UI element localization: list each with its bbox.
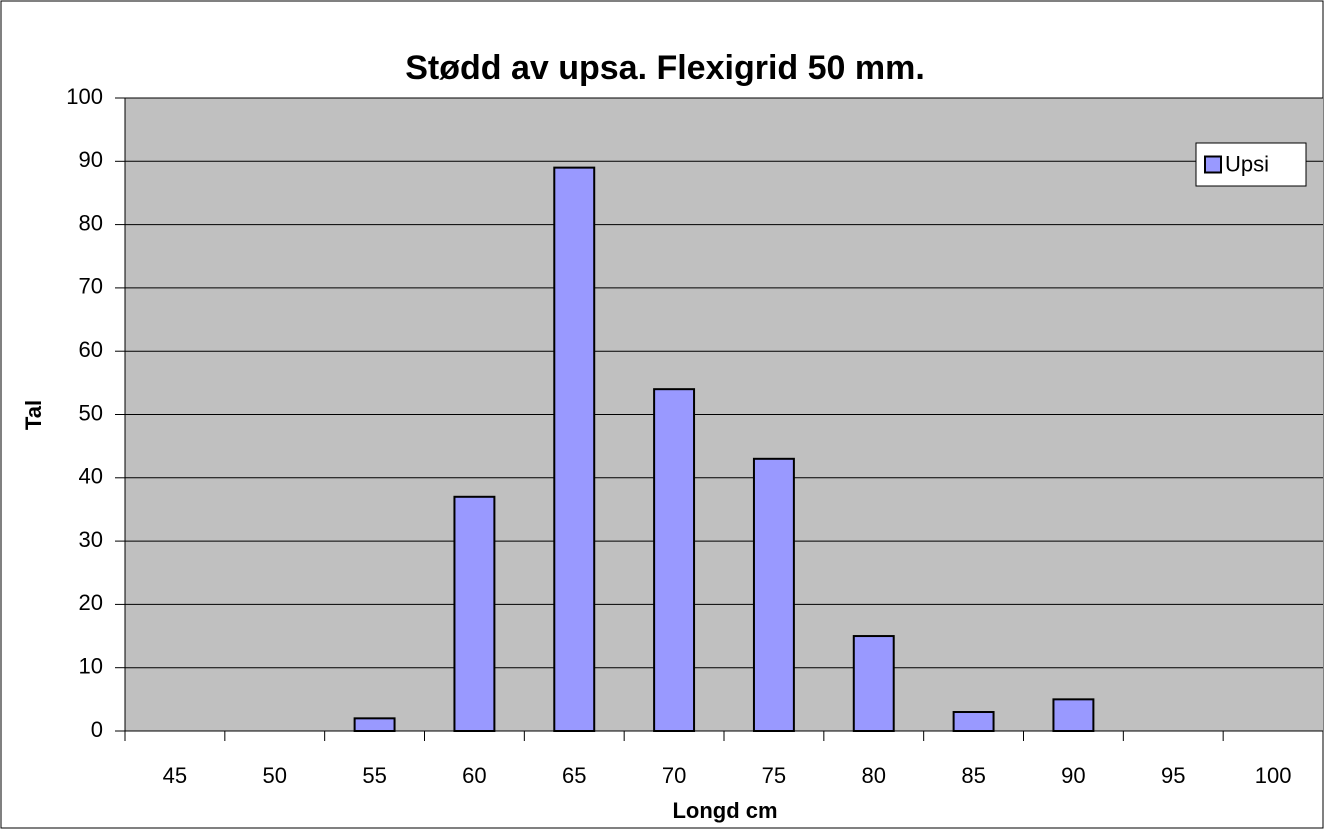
x-tick-label: 55 <box>362 763 386 788</box>
y-tick-label: 100 <box>66 84 103 109</box>
x-tick-label: 65 <box>562 763 586 788</box>
y-tick-label: 30 <box>79 527 103 552</box>
bar <box>1052 698 1095 732</box>
x-tick-label: 90 <box>1061 763 1085 788</box>
y-tick-label: 70 <box>79 274 103 299</box>
bar <box>952 711 995 733</box>
x-tick-label: 100 <box>1255 763 1292 788</box>
bar <box>653 388 696 732</box>
x-tick-label: 60 <box>462 763 486 788</box>
bar <box>852 635 895 732</box>
chart-title: Stødd av upsa. Flexigrid 50 mm. <box>405 49 925 87</box>
x-tick-label: 95 <box>1161 763 1185 788</box>
y-axis-label: Tal <box>21 400 46 430</box>
bar <box>553 166 596 732</box>
y-tick-label: 10 <box>79 654 103 679</box>
x-tick-label: 80 <box>862 763 886 788</box>
x-tick-label: 45 <box>163 763 187 788</box>
x-axis-label: Longd cm <box>672 798 777 823</box>
y-tick-label: 80 <box>79 210 103 235</box>
y-tick-label: 60 <box>79 337 103 362</box>
x-tick-label: 85 <box>961 763 985 788</box>
x-tick-label: 50 <box>263 763 287 788</box>
x-tick-label: 75 <box>762 763 786 788</box>
bar <box>752 457 795 732</box>
y-tick-label: 40 <box>79 464 103 489</box>
bar <box>453 495 496 733</box>
bar <box>353 717 396 733</box>
legend-swatch <box>1204 155 1222 174</box>
y-tick-label: 50 <box>79 400 103 425</box>
y-tick-label: 20 <box>79 590 103 615</box>
y-tick-label: 0 <box>91 717 103 742</box>
x-tick-label: 70 <box>662 763 686 788</box>
y-tick-label: 90 <box>79 147 103 172</box>
legend-label: Upsi <box>1225 151 1269 176</box>
